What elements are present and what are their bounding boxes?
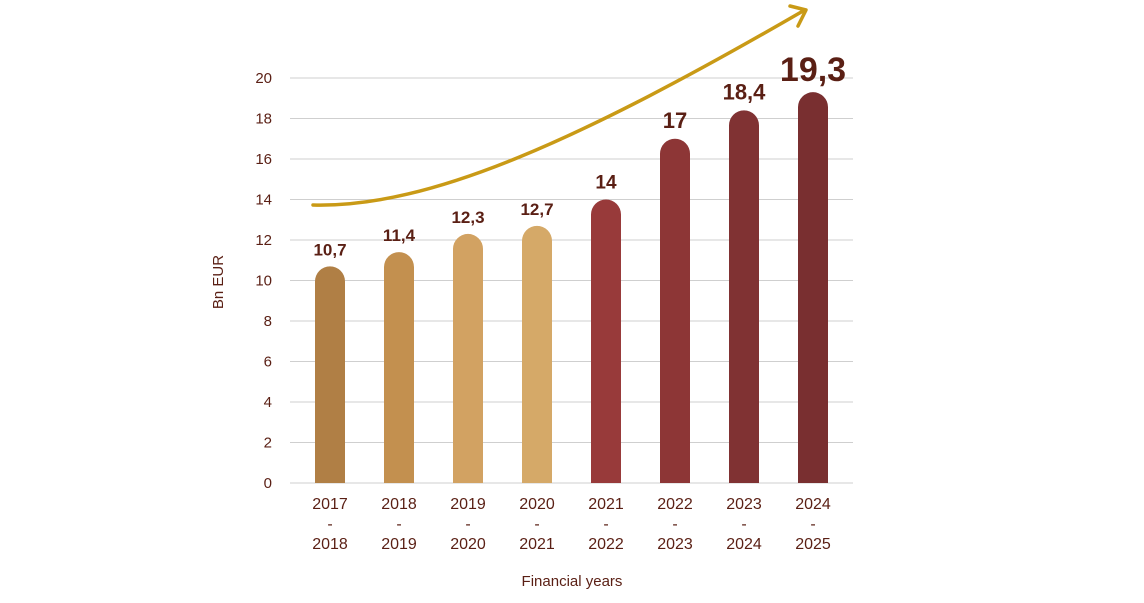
bar-5 — [591, 199, 621, 484]
y-tick-label: 6 — [264, 354, 272, 371]
x-tick-label: 2023 — [657, 536, 693, 553]
bar-1 — [315, 266, 345, 483]
x-tick-label: 2024 — [795, 496, 831, 513]
data-label-5: 14 — [595, 173, 617, 194]
gridlines — [290, 77, 853, 484]
data-labels: 10,7 11,4 12,3 12,7 14 17 18,4 19,3 — [313, 51, 846, 259]
y-tick-label: 20 — [255, 70, 272, 87]
x-tick-label: 2020 — [519, 496, 555, 513]
arrowhead-icon — [788, 4, 808, 28]
data-label-6: 17 — [663, 108, 687, 133]
x-tick-label: 2022 — [588, 536, 624, 553]
x-tick-label: 2018 — [312, 536, 348, 553]
x-axis-title: Financial years — [522, 573, 623, 590]
x-tick-label: 2023 — [726, 496, 762, 513]
x-tick-label: 2021 — [519, 536, 555, 553]
x-tick-label: 2020 — [450, 536, 486, 553]
bar-7 — [729, 110, 759, 483]
x-tick-label: 2022 — [657, 496, 693, 513]
data-label-7: 18,4 — [723, 79, 767, 104]
y-tick-label: 10 — [255, 273, 272, 290]
x-tick-label: - — [603, 516, 608, 533]
trend-arrow — [311, 4, 808, 207]
bar-3 — [453, 233, 483, 483]
y-tick-label: 8 — [264, 313, 272, 330]
bars — [315, 92, 828, 484]
data-label-2: 11,4 — [383, 226, 416, 245]
x-tick-label: 2025 — [795, 536, 831, 553]
data-label-3: 12,3 — [451, 208, 484, 227]
x-tick-label: 2024 — [726, 536, 762, 553]
x-tick-label: - — [741, 516, 746, 533]
trend-curve — [311, 9, 805, 207]
y-tick-label: 16 — [255, 151, 272, 168]
bar-6 — [660, 138, 690, 484]
data-label-1: 10,7 — [313, 240, 346, 259]
x-tick-label: 2021 — [588, 496, 624, 513]
x-tick-label: 2017 — [312, 496, 348, 513]
x-tick-label: - — [534, 516, 539, 533]
bar-2 — [384, 252, 414, 483]
x-axis-labels: 2017 - 2018 2018 - 2019 2019 - 2020 2020 - 2021 2021… — [312, 496, 831, 553]
bar-8 — [798, 92, 828, 484]
x-tick-label: 2019 — [450, 496, 486, 513]
x-tick-label: - — [396, 516, 401, 533]
x-tick-label: 2019 — [381, 536, 417, 553]
x-tick-label: - — [810, 516, 815, 533]
x-tick-label: 2018 — [381, 496, 417, 513]
x-tick-label: - — [672, 516, 677, 533]
data-label-4: 12,7 — [520, 200, 553, 219]
y-axis-ticks: 0 2 4 6 8 10 12 14 16 18 20 — [255, 70, 272, 492]
y-tick-label: 2 — [264, 435, 272, 452]
y-tick-label: 18 — [255, 111, 272, 128]
x-tick-label: - — [465, 516, 470, 533]
bar-4 — [522, 225, 552, 483]
y-axis-title: Bn EUR — [210, 255, 227, 309]
x-tick-label: - — [327, 516, 332, 533]
data-label-8: 19,3 — [780, 51, 846, 89]
y-tick-label: 14 — [255, 192, 272, 209]
y-tick-label: 12 — [255, 232, 272, 249]
y-tick-label: 0 — [264, 475, 272, 492]
y-tick-label: 4 — [264, 394, 272, 411]
